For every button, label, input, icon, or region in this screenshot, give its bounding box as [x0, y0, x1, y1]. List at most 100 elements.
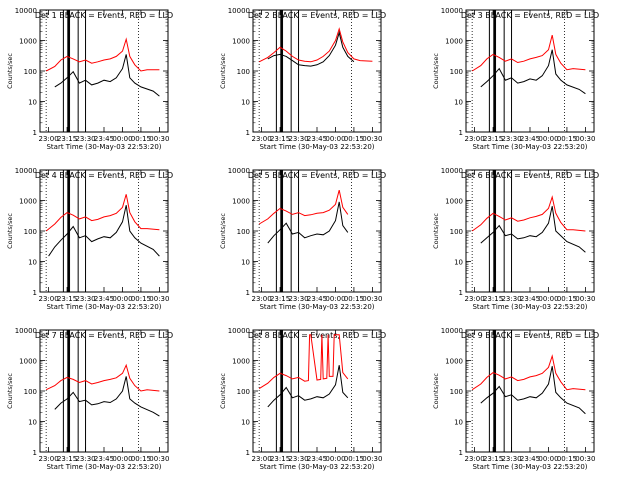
panel-title: Det 7 BLACK = Events, RED = LLD	[35, 331, 173, 340]
lld-series-line	[45, 194, 160, 232]
y-tick-label: 1	[459, 289, 463, 297]
y-tick-label: 1000	[445, 198, 463, 206]
x-tick-label: 00:15	[557, 295, 577, 303]
y-tick-label: 10000	[228, 7, 250, 15]
y-tick-label: 1	[33, 129, 37, 137]
detector-panel-3: Det 3 BLACK = Events, RED = LLD 1 10 100 100…	[432, 7, 599, 151]
events-series-line	[480, 206, 586, 253]
lld-series-line	[258, 334, 349, 390]
y-tick-label: 10	[241, 259, 250, 267]
events-series-line	[267, 365, 349, 408]
plot-frame	[252, 329, 382, 453]
y-tick-label: 10	[241, 99, 250, 107]
y-tick-label: 100	[450, 68, 463, 76]
events-series-line	[54, 54, 160, 97]
x-tick-label: 23:15	[57, 135, 77, 143]
y-tick-label: 10	[454, 419, 463, 427]
panel-title: Det 3 BLACK = Events, RED = LLD	[461, 11, 599, 20]
panel-title: Det 5 BLACK = Events, RED = LLD	[248, 171, 386, 180]
y-tick-label: 10	[28, 99, 37, 107]
x-axis-label: Start Time (30-May-03 22:53:20)	[46, 463, 161, 471]
plot-frame	[39, 169, 169, 293]
x-tick-label: 00:00	[325, 295, 345, 303]
plot-frame	[252, 9, 382, 133]
x-tick-label: 00:30	[362, 455, 382, 463]
detector-panel-4: Det 4 BLACK = Events, RED = LLD 1 10 100 100…	[6, 167, 173, 311]
x-tick-label: 23:15	[57, 295, 77, 303]
x-tick-label: 23:45	[520, 455, 540, 463]
y-tick-label: 1000	[232, 38, 250, 46]
x-tick-label: 00:00	[112, 295, 132, 303]
lld-series-line	[471, 34, 586, 72]
panel-title: Det 6 BLACK = Events, RED = LLD	[461, 171, 599, 180]
detector-panel-2: Det 2 BLACK = Events, RED = LLD 1 10 100 100…	[219, 7, 386, 151]
y-tick-label: 10000	[15, 327, 37, 335]
y-tick-label: 10000	[228, 327, 250, 335]
y-tick-label: 100	[450, 388, 463, 396]
x-axis-label: Start Time (30-May-03 22:53:20)	[259, 303, 374, 311]
x-tick-label: 23:15	[483, 135, 503, 143]
x-tick-label: 00:00	[325, 135, 345, 143]
y-tick-label: 10000	[441, 7, 463, 15]
x-tick-label: 23:00	[465, 295, 485, 303]
x-tick-label: 23:15	[483, 455, 503, 463]
x-tick-label: 23:45	[307, 295, 327, 303]
x-axis-label: Start Time (30-May-03 22:53:20)	[46, 303, 161, 311]
y-tick-label: 1	[459, 449, 463, 457]
y-tick-label: 10000	[15, 167, 37, 175]
x-tick-label: 00:00	[538, 455, 558, 463]
x-tick-label: 00:15	[131, 295, 151, 303]
x-tick-label: 23:00	[39, 295, 59, 303]
x-axis-label: Start Time (30-May-03 22:53:20)	[472, 463, 587, 471]
x-tick-label: 00:00	[538, 295, 558, 303]
x-tick-label: 23:45	[520, 135, 540, 143]
lld-series-line	[471, 195, 586, 232]
x-tick-label: 23:45	[94, 295, 114, 303]
x-tick-label: 00:30	[575, 455, 595, 463]
y-tick-label: 1000	[445, 358, 463, 366]
panel-title: Det 1 BLACK = Events, RED = LLD	[35, 11, 173, 20]
x-tick-label: 23:45	[307, 455, 327, 463]
y-tick-label: 10000	[228, 167, 250, 175]
y-axis-label: Counts/sec	[432, 373, 440, 409]
events-series-line	[480, 366, 586, 415]
x-tick-label: 23:15	[270, 135, 290, 143]
y-tick-label: 100	[24, 228, 37, 236]
y-axis-label: Counts/sec	[219, 213, 227, 249]
y-axis-label: Counts/sec	[6, 373, 14, 409]
detector-panel-7: Det 7 BLACK = Events, RED = LLD 1 10 100 100…	[6, 327, 173, 471]
plot-frame	[252, 169, 382, 293]
y-tick-label: 100	[237, 388, 250, 396]
y-tick-label: 10000	[441, 167, 463, 175]
y-tick-label: 1	[459, 129, 463, 137]
y-tick-label: 10	[241, 419, 250, 427]
x-tick-label: 00:15	[557, 455, 577, 463]
events-series-line	[480, 49, 586, 95]
y-tick-label: 10	[28, 259, 37, 267]
x-tick-label: 00:15	[131, 135, 151, 143]
x-tick-label: 00:30	[149, 295, 169, 303]
x-tick-label: 23:30	[288, 455, 308, 463]
x-tick-label: 00:30	[362, 135, 382, 143]
x-tick-label: 23:00	[39, 455, 59, 463]
panel-title: Det 9 BLACK = Events, RED = LLD	[461, 331, 599, 340]
x-tick-label: 23:15	[57, 455, 77, 463]
lld-series-line	[258, 189, 349, 225]
y-tick-label: 1	[246, 449, 250, 457]
plot-frame	[465, 169, 595, 293]
y-tick-label: 100	[237, 228, 250, 236]
y-axis-label: Counts/sec	[432, 213, 440, 249]
y-axis-label: Counts/sec	[6, 53, 14, 89]
x-tick-label: 00:30	[149, 135, 169, 143]
y-tick-label: 10000	[441, 327, 463, 335]
x-axis-label: Start Time (30-May-03 22:53:20)	[46, 143, 161, 151]
y-tick-label: 1000	[232, 198, 250, 206]
lld-series-line	[258, 27, 373, 63]
detector-panel-8: Det 8 BLACK = Events, RED = LLD 1 10 100 100…	[219, 327, 386, 471]
x-tick-label: 23:45	[94, 455, 114, 463]
events-series-line	[267, 201, 349, 244]
x-tick-label: 00:00	[112, 455, 132, 463]
y-tick-label: 10	[454, 259, 463, 267]
events-series-line	[48, 205, 160, 257]
x-tick-label: 00:30	[362, 295, 382, 303]
